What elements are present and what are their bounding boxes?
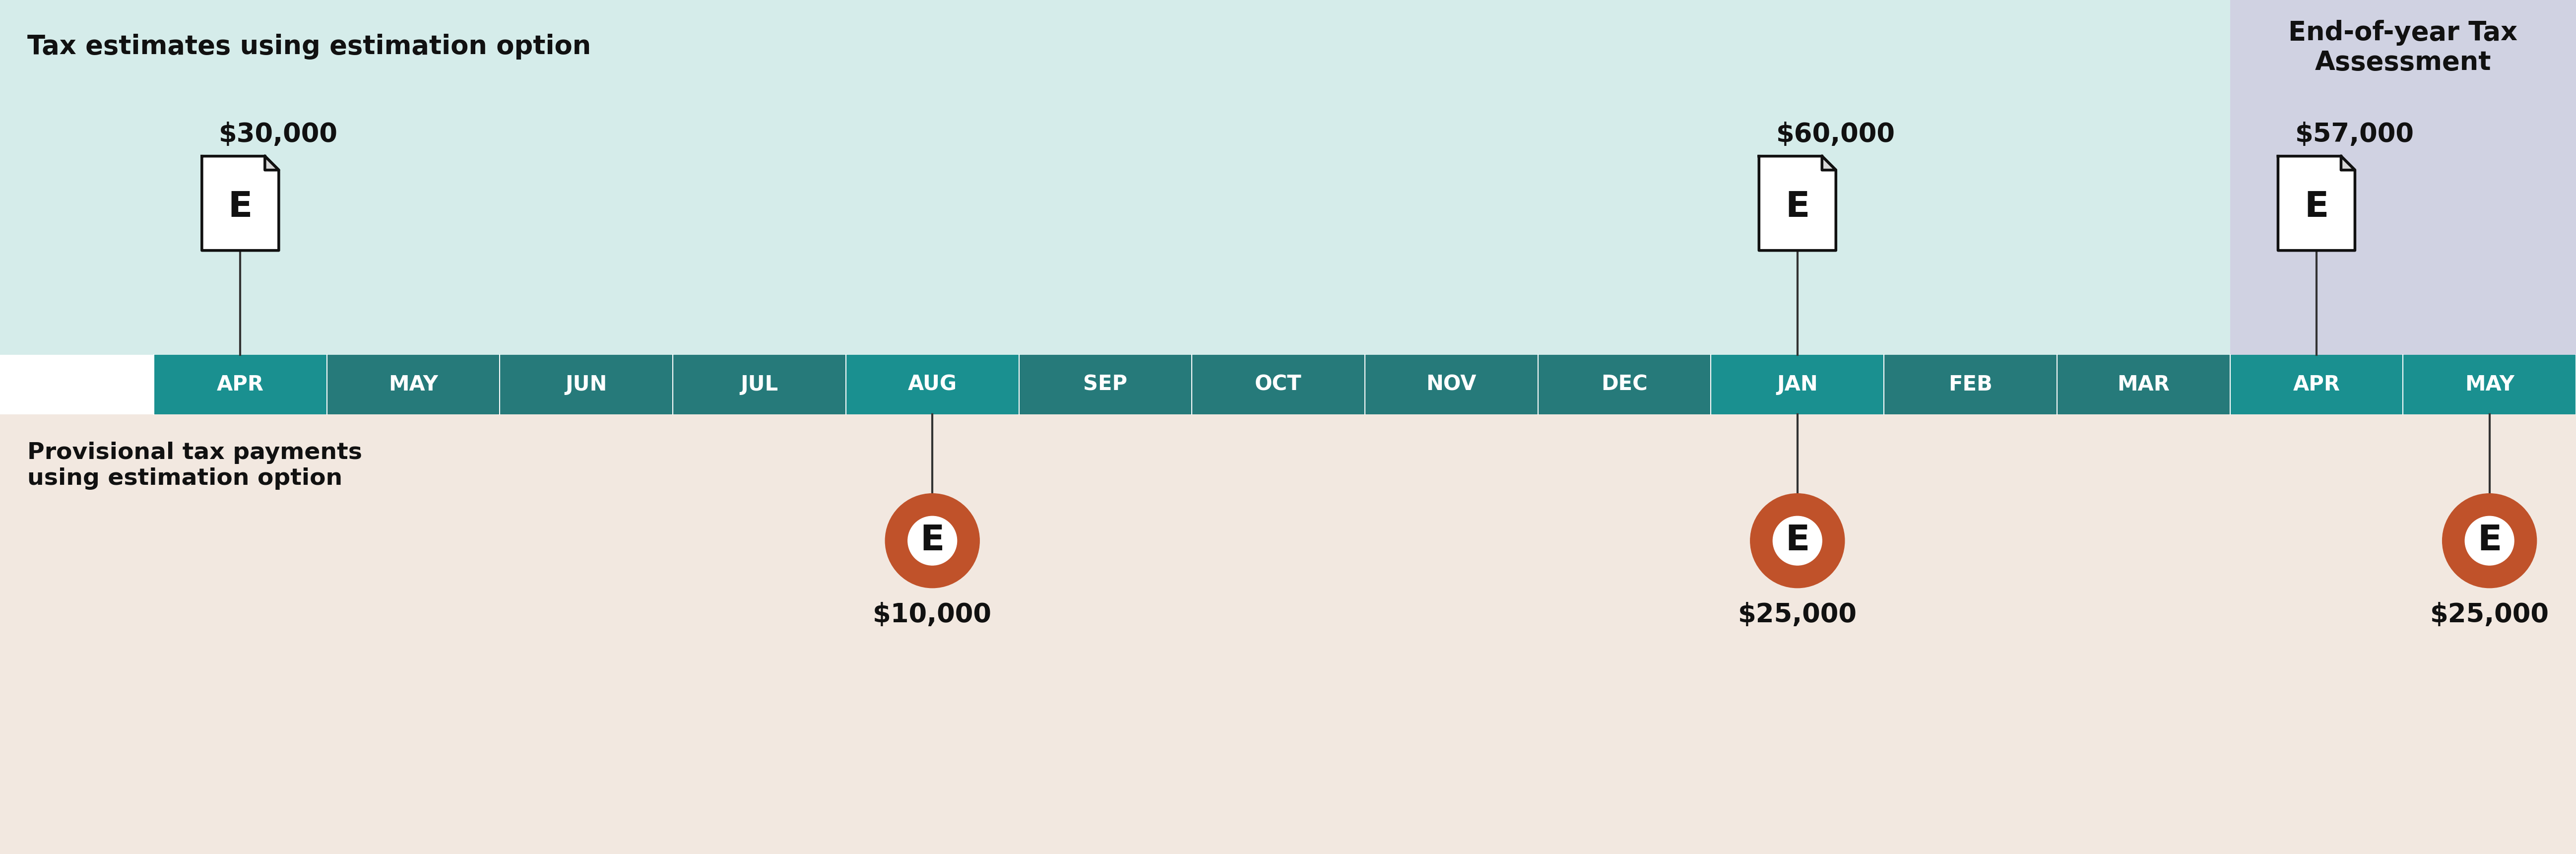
Polygon shape — [2342, 156, 2354, 170]
Bar — [2403, 354, 2576, 414]
Bar — [155, 354, 327, 414]
Text: E: E — [2478, 524, 2501, 558]
Polygon shape — [265, 156, 278, 170]
Bar — [672, 354, 845, 414]
Text: DEC: DEC — [1602, 374, 1649, 395]
Circle shape — [2442, 494, 2537, 588]
Text: NOV: NOV — [1427, 374, 1476, 395]
Text: End-of-year Tax
Assessment: End-of-year Tax Assessment — [2287, 20, 2517, 75]
Bar — [1193, 354, 1365, 414]
Text: E: E — [920, 524, 945, 558]
Text: $57,000: $57,000 — [2295, 121, 2414, 147]
Text: OCT: OCT — [1255, 374, 1301, 395]
Text: APR: APR — [2293, 374, 2339, 395]
Text: $25,000: $25,000 — [1739, 602, 1857, 628]
Bar — [0, 0, 2231, 354]
Text: SEP: SEP — [1084, 374, 1128, 395]
Bar — [1020, 354, 1193, 414]
Bar — [1365, 354, 1538, 414]
Bar — [500, 354, 672, 414]
Polygon shape — [201, 156, 278, 250]
Bar — [327, 354, 500, 414]
Circle shape — [1772, 516, 1821, 565]
Text: MAY: MAY — [2465, 374, 2514, 395]
Bar — [2058, 354, 2231, 414]
Text: E: E — [1785, 190, 1811, 225]
Polygon shape — [1821, 156, 1837, 170]
Text: E: E — [229, 190, 252, 225]
Text: MAR: MAR — [2117, 374, 2169, 395]
Text: Tax estimates using estimation option: Tax estimates using estimation option — [28, 34, 590, 60]
Bar — [1710, 354, 1883, 414]
Bar — [1883, 354, 2058, 414]
Text: E: E — [2303, 190, 2329, 225]
Text: $10,000: $10,000 — [873, 602, 992, 628]
Text: JUN: JUN — [564, 374, 608, 395]
Text: $30,000: $30,000 — [219, 121, 337, 147]
Polygon shape — [2277, 156, 2354, 250]
Text: JUL: JUL — [739, 374, 778, 395]
Bar — [1538, 354, 1710, 414]
Circle shape — [907, 516, 956, 565]
Bar — [0, 414, 2576, 854]
Circle shape — [886, 494, 979, 588]
Circle shape — [1749, 494, 1844, 588]
Bar — [2231, 0, 2576, 354]
Text: $25,000: $25,000 — [2429, 602, 2550, 628]
Circle shape — [2465, 516, 2514, 565]
Polygon shape — [1759, 156, 1837, 250]
Bar — [2231, 354, 2403, 414]
Text: Provisional tax payments
using estimation option: Provisional tax payments using estimatio… — [28, 442, 363, 489]
Text: FEB: FEB — [1947, 374, 1991, 395]
Text: APR: APR — [216, 374, 263, 395]
Text: MAY: MAY — [389, 374, 438, 395]
Text: AUG: AUG — [907, 374, 956, 395]
Text: $60,000: $60,000 — [1775, 121, 1896, 147]
Text: E: E — [1785, 524, 1811, 558]
Text: JAN: JAN — [1777, 374, 1819, 395]
Bar — [845, 354, 1020, 414]
